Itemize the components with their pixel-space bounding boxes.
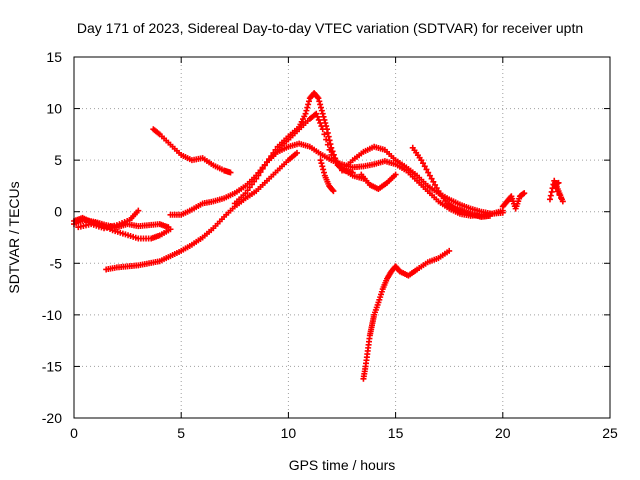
series-arc-l	[409, 144, 493, 220]
series-arc-c	[75, 207, 142, 232]
data-point-markers	[360, 247, 453, 382]
x-tick-label: 15	[388, 425, 404, 441]
plot-frame	[73, 56, 611, 419]
y-tick-label: -20	[42, 410, 62, 426]
data-point-markers	[339, 143, 506, 217]
series-arc-n	[499, 190, 528, 212]
y-tick-label: -15	[42, 358, 62, 374]
series-arc-d	[103, 149, 300, 273]
y-tick-label: 10	[46, 101, 62, 117]
series-arc-o	[546, 177, 566, 205]
y-tick-label: 15	[46, 49, 62, 65]
x-tick-label: 25	[602, 425, 618, 441]
y-tick-label: 0	[54, 204, 62, 220]
y-tick-label: -5	[50, 255, 63, 271]
data-point-markers	[103, 149, 300, 273]
chart-title: Day 171 of 2023, Sidereal Day-to-day VTE…	[77, 20, 583, 36]
x-tick-label: 5	[177, 425, 185, 441]
data-point-markers	[409, 144, 493, 220]
data-point-markers	[150, 126, 234, 176]
data-point-markers	[546, 177, 566, 205]
x-tick-label: 10	[281, 425, 297, 441]
series-arc-k	[358, 171, 399, 193]
data-point-markers	[499, 190, 528, 212]
y-tick-label: -10	[42, 307, 62, 323]
x-axis-label: GPS time / hours	[289, 457, 396, 473]
data-markers	[71, 90, 566, 382]
series-arc-f	[150, 126, 234, 176]
series-arc-m	[360, 247, 453, 382]
data-point-markers	[231, 90, 356, 207]
grid-lines	[74, 57, 610, 418]
y-tick-label: 5	[54, 152, 62, 168]
axis-ticks: 0 5 10 15 20 25 -20 -15 -10 -5 0 5 10 15	[42, 49, 618, 441]
series-arc-g	[231, 90, 356, 207]
series-arc-i	[317, 157, 337, 195]
y-axis-label: SDTVAR / TECUs	[6, 181, 22, 293]
data-point-markers	[358, 171, 399, 193]
x-tick-label: 20	[495, 425, 511, 441]
x-tick-label: 0	[70, 425, 78, 441]
series-arc-j	[339, 143, 506, 217]
data-point-markers	[75, 207, 142, 232]
data-point-markers	[317, 157, 337, 195]
